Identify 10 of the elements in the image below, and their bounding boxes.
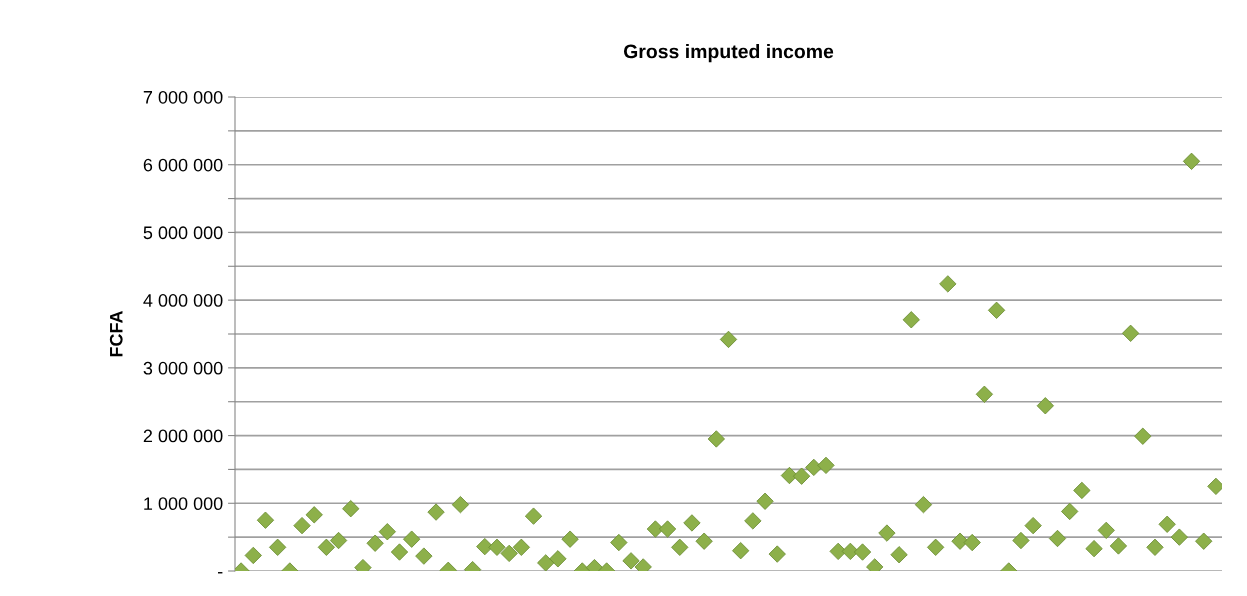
y-tick-label: 7 000 000 [143, 90, 223, 104]
y-tick-label: 1 000 000 [144, 497, 223, 511]
chart-title: Gross imputed income [623, 44, 834, 63]
y-tick-label: - [217, 572, 223, 574]
y-tick-label: 4 000 000 [143, 294, 223, 307]
y-tick-label: 3 000 000 [143, 361, 223, 375]
y-tick-label: 2 000 000 [143, 429, 223, 443]
y-tick-label: 5 000 000 [143, 226, 223, 240]
y-tick-label: 6 000 000 [143, 158, 223, 172]
y-axis-title: FCFA [109, 310, 123, 357]
